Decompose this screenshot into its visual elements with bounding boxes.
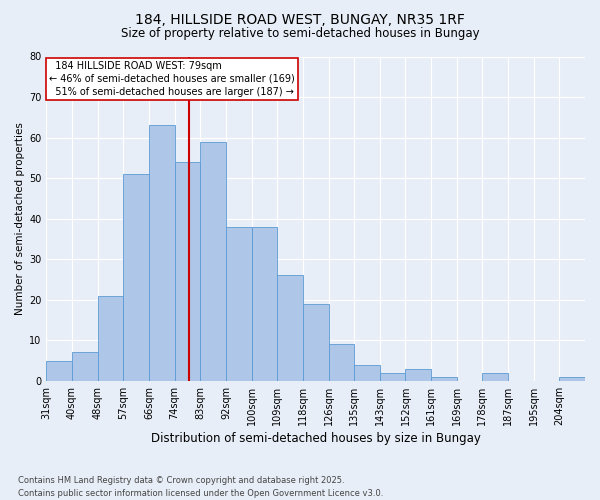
Text: 184, HILLSIDE ROAD WEST, BUNGAY, NR35 1RF: 184, HILLSIDE ROAD WEST, BUNGAY, NR35 1R… (135, 12, 465, 26)
Bar (124, 174, 149, 381)
Bar (380, 372, 406, 381)
Bar (406, 368, 431, 381)
Bar (303, 304, 329, 381)
Bar (431, 377, 457, 381)
Bar (46, 360, 72, 381)
Bar (149, 126, 175, 381)
Bar (354, 364, 380, 381)
Text: Contains HM Land Registry data © Crown copyright and database right 2025.
Contai: Contains HM Land Registry data © Crown c… (18, 476, 383, 498)
Bar (329, 344, 354, 381)
X-axis label: Distribution of semi-detached houses by size in Bungay: Distribution of semi-detached houses by … (151, 432, 481, 445)
Bar (98, 296, 124, 381)
Bar (277, 276, 303, 381)
Bar (72, 352, 98, 381)
Bar (226, 227, 251, 381)
Bar (559, 377, 585, 381)
Bar (175, 162, 200, 381)
Y-axis label: Number of semi-detached properties: Number of semi-detached properties (15, 122, 25, 315)
Text: Size of property relative to semi-detached houses in Bungay: Size of property relative to semi-detach… (121, 28, 479, 40)
Bar (482, 372, 508, 381)
Bar (200, 142, 226, 381)
Text: 184 HILLSIDE ROAD WEST: 79sqm
← 46% of semi-detached houses are smaller (169)
  : 184 HILLSIDE ROAD WEST: 79sqm ← 46% of s… (49, 60, 295, 97)
Bar (251, 227, 277, 381)
